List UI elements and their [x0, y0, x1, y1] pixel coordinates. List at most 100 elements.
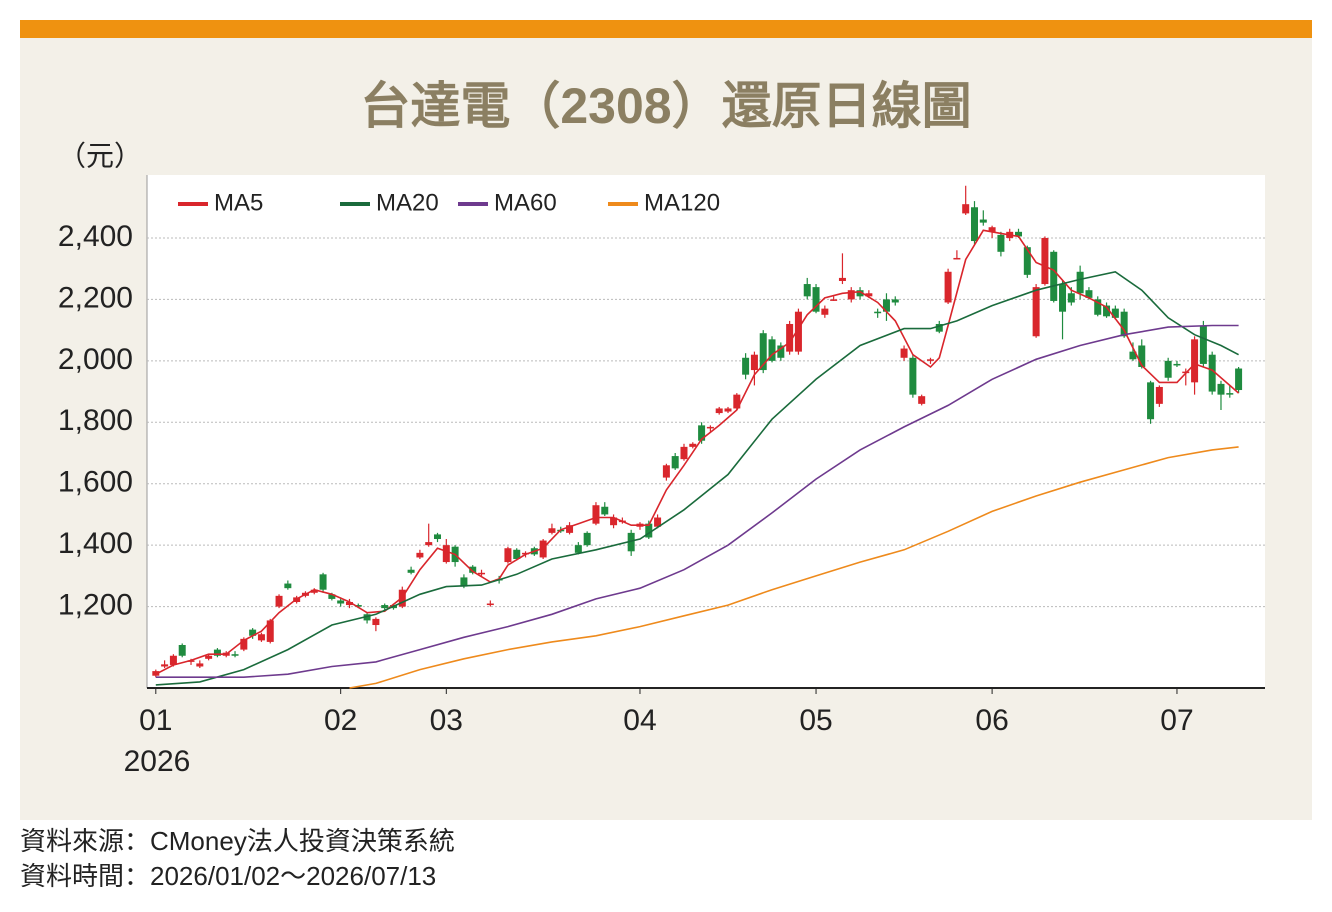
- candle-body: [1147, 382, 1155, 420]
- candle-body: [997, 234, 1005, 252]
- source: 資料來源：CMoney法人投資決策系統: [20, 826, 455, 856]
- candle-body: [891, 299, 899, 303]
- candle-body: [812, 287, 820, 312]
- candle-body: [213, 649, 221, 656]
- candle-body: [354, 605, 362, 607]
- candle-body: [372, 618, 380, 626]
- candle-body: [407, 569, 415, 573]
- candle-body: [169, 655, 177, 665]
- candle-body: [803, 284, 811, 297]
- candle-body: [786, 323, 794, 352]
- period: 資料時間：2026/01/02～2026/07/13: [20, 861, 436, 891]
- candle-body: [1076, 271, 1084, 294]
- candle-body: [1155, 386, 1163, 404]
- candle-body: [979, 219, 987, 223]
- candle-body: [847, 290, 855, 300]
- candle-body: [566, 525, 574, 533]
- candle-body: [1208, 354, 1216, 392]
- candle-body: [1085, 290, 1093, 298]
- candle-body: [416, 552, 424, 558]
- legend-label: MA20: [376, 189, 439, 216]
- candle-body: [328, 594, 336, 599]
- ma-line: [155, 270, 1239, 686]
- candle-body: [1041, 237, 1049, 285]
- candle-body: [909, 357, 917, 395]
- candle-body: [1217, 383, 1225, 395]
- ma-line: [155, 229, 1240, 675]
- chart-title: 台達電（2308）還原日線圖: [360, 78, 971, 134]
- candle-body: [161, 664, 169, 667]
- candle-body: [284, 583, 292, 589]
- candle-body: [1164, 360, 1172, 378]
- candle-body: [759, 333, 767, 371]
- candle-body: [1235, 368, 1243, 391]
- y-tick-label: 1,400: [58, 527, 133, 560]
- candle-body: [750, 354, 758, 371]
- candle-body: [592, 505, 600, 524]
- candle-body: [205, 655, 213, 659]
- candle-body: [1191, 339, 1199, 383]
- candle-body: [953, 257, 961, 260]
- candle-body: [1050, 251, 1058, 301]
- candle-body: [1111, 308, 1119, 318]
- candle-body: [1120, 311, 1128, 337]
- candle-body: [486, 603, 494, 606]
- y-tick-label: 2,200: [58, 281, 133, 314]
- candle-body: [178, 644, 186, 656]
- x-tick-label: 07: [1160, 704, 1193, 737]
- candle-body: [1032, 287, 1040, 337]
- candle-body: [900, 348, 908, 358]
- candle-body: [654, 517, 662, 527]
- candle-body: [742, 357, 750, 375]
- top-bar: [20, 20, 1312, 38]
- candle-body: [962, 204, 970, 214]
- candle-body: [469, 566, 477, 573]
- candle-body: [680, 446, 688, 460]
- candle-body: [249, 629, 257, 636]
- candle-body: [381, 605, 389, 609]
- candle-body: [548, 528, 556, 533]
- candle-body: [231, 654, 239, 656]
- candle-body: [425, 542, 433, 546]
- candle-body: [337, 600, 345, 604]
- plot-area: [147, 175, 1265, 688]
- candle-body: [794, 311, 802, 352]
- candle-body: [1129, 351, 1137, 360]
- candle-body: [240, 638, 248, 650]
- candle-body: [874, 311, 882, 314]
- candle-body: [689, 443, 697, 447]
- candle-body: [1138, 345, 1146, 367]
- candle-body: [513, 549, 521, 559]
- candle-body: [918, 396, 926, 404]
- ma-line: [349, 446, 1239, 689]
- candle-body: [601, 506, 609, 515]
- x-tick-label: 03: [430, 704, 463, 737]
- x-tick-label: 01: [139, 704, 172, 737]
- x-tick-label: 04: [623, 704, 656, 737]
- x-tick-label: 05: [799, 704, 832, 737]
- y-tick-label: 1,600: [58, 466, 133, 499]
- candle-body: [434, 534, 442, 540]
- candle-body: [1199, 325, 1207, 364]
- candle-body: [944, 271, 952, 303]
- y-tick-label: 2,400: [58, 220, 133, 253]
- x-tick-label: 06: [975, 704, 1008, 737]
- candle-body: [1226, 393, 1234, 395]
- candle-body: [865, 293, 873, 297]
- candle-body: [698, 425, 706, 441]
- candle-body: [768, 339, 776, 361]
- candle-body: [1173, 363, 1181, 366]
- candle-body: [988, 227, 996, 232]
- candle-body: [733, 394, 741, 409]
- ma-line: [155, 324, 1239, 678]
- candle-body: [504, 548, 512, 563]
- candle-body: [1015, 231, 1023, 237]
- candle-body: [1059, 284, 1067, 312]
- candle-body: [645, 523, 653, 538]
- candle-body: [574, 545, 582, 553]
- legend-label: MA5: [214, 189, 263, 216]
- y-tick-label: 1,800: [58, 404, 133, 437]
- candle-body: [935, 323, 943, 332]
- candle-body: [706, 426, 714, 429]
